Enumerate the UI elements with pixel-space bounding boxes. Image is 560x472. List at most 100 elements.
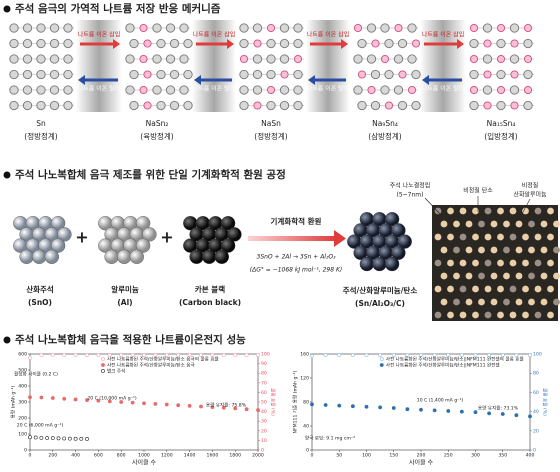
atom (398, 70, 407, 79)
atom (36, 23, 46, 33)
nanocrystal (528, 298, 535, 306)
label: 쿨롱 효율 (%) (542, 388, 548, 416)
data-point (130, 353, 135, 357)
label: 0 (533, 448, 536, 454)
arrow-head (422, 75, 429, 85)
data-point (153, 353, 158, 357)
atom (384, 69, 394, 80)
label: 사전 나트륨화된 주석/산화알루미늄/탄소 음극 (107, 362, 195, 369)
data-point (73, 397, 78, 402)
atom (36, 69, 46, 80)
data-point (337, 353, 342, 357)
legend-marker (101, 369, 105, 373)
section-title: 주석 나노복합체 음극 제조를 위한 단일 기계화학적 환원 공정 (15, 168, 286, 181)
atom (407, 54, 417, 64)
atom (523, 85, 533, 95)
atom (393, 85, 404, 95)
atom (63, 23, 73, 33)
atom (22, 100, 33, 111)
nanocrystal (484, 259, 492, 267)
data-point (199, 404, 203, 409)
atom (253, 39, 262, 48)
bullet (3, 336, 11, 344)
atom (22, 85, 33, 95)
atom (510, 70, 519, 79)
data-point (244, 353, 249, 357)
nanocrystal (522, 207, 529, 215)
data-point (391, 406, 396, 410)
data-point (50, 396, 55, 400)
atom (266, 85, 276, 95)
data-point (153, 402, 158, 406)
atom (9, 54, 19, 64)
atom (63, 85, 73, 95)
atom (156, 100, 166, 111)
data-point (39, 435, 44, 440)
label: (정방정계) (254, 131, 288, 141)
nanocrystal (553, 246, 560, 254)
particle (384, 212, 400, 227)
label: 120 (300, 376, 309, 382)
atom (63, 54, 73, 64)
label: 사전 나트륨화된 주석/산화알루미늄/탄소||NFM111 완전셀 (386, 362, 500, 369)
label: 50 (336, 453, 342, 459)
atom (22, 69, 33, 80)
atom (353, 54, 363, 64)
nanocrystal (503, 272, 510, 280)
data-point (487, 411, 492, 416)
particle (142, 227, 157, 242)
atom (9, 69, 19, 80)
data-point (378, 353, 383, 357)
section-title: 주석 음극의 가역적 나트륨 저장 반응 메커니즘 (15, 2, 221, 15)
label: 2000 (252, 453, 264, 459)
atom (393, 54, 404, 64)
atom (483, 70, 492, 79)
atom (63, 69, 73, 80)
atom (152, 85, 162, 95)
nanocrystal (484, 207, 492, 215)
label: (Sn/Al₂O₃/C) (355, 299, 405, 308)
atom (266, 23, 276, 33)
data-point (85, 398, 89, 402)
nanocrystal (453, 272, 460, 280)
label: 80 (303, 400, 309, 406)
nanocrystal (459, 233, 467, 241)
label: 300 (18, 400, 27, 406)
nanocrystal (547, 233, 554, 241)
atom (523, 38, 533, 49)
label: 1600 (207, 453, 219, 459)
arrow-head (113, 39, 120, 49)
nanocrystal (503, 220, 510, 228)
atom (266, 100, 276, 111)
label: NFM111 기준 용량 (mAh g⁻¹) (292, 370, 299, 433)
atom (510, 39, 519, 48)
atom (169, 38, 180, 49)
data-point (221, 405, 226, 410)
data-point (39, 353, 44, 357)
label: 나트륨 이온 삽입 (193, 31, 235, 39)
nanocrystal (440, 272, 448, 280)
nanocrystal (440, 220, 448, 228)
label: 250 (444, 453, 453, 459)
label: 0 (29, 453, 32, 459)
nanocrystal (528, 220, 535, 228)
atom (9, 85, 19, 95)
label: 1400 (184, 453, 196, 459)
nanocrystal (447, 311, 454, 319)
label: 0 (306, 448, 309, 454)
atom (496, 85, 506, 95)
label: (입방정계) (484, 131, 518, 141)
transition-band (420, 20, 466, 112)
atom (183, 100, 193, 111)
data-point (68, 436, 72, 441)
data-point (221, 353, 226, 357)
atom (49, 69, 60, 80)
arrow-head (308, 75, 315, 85)
atom (523, 69, 533, 80)
atom (496, 38, 506, 49)
label: 1000 (138, 453, 150, 459)
data-point (487, 353, 492, 357)
data-point (73, 353, 78, 357)
data-point (28, 355, 32, 360)
label: 알루미늄 (111, 284, 139, 294)
